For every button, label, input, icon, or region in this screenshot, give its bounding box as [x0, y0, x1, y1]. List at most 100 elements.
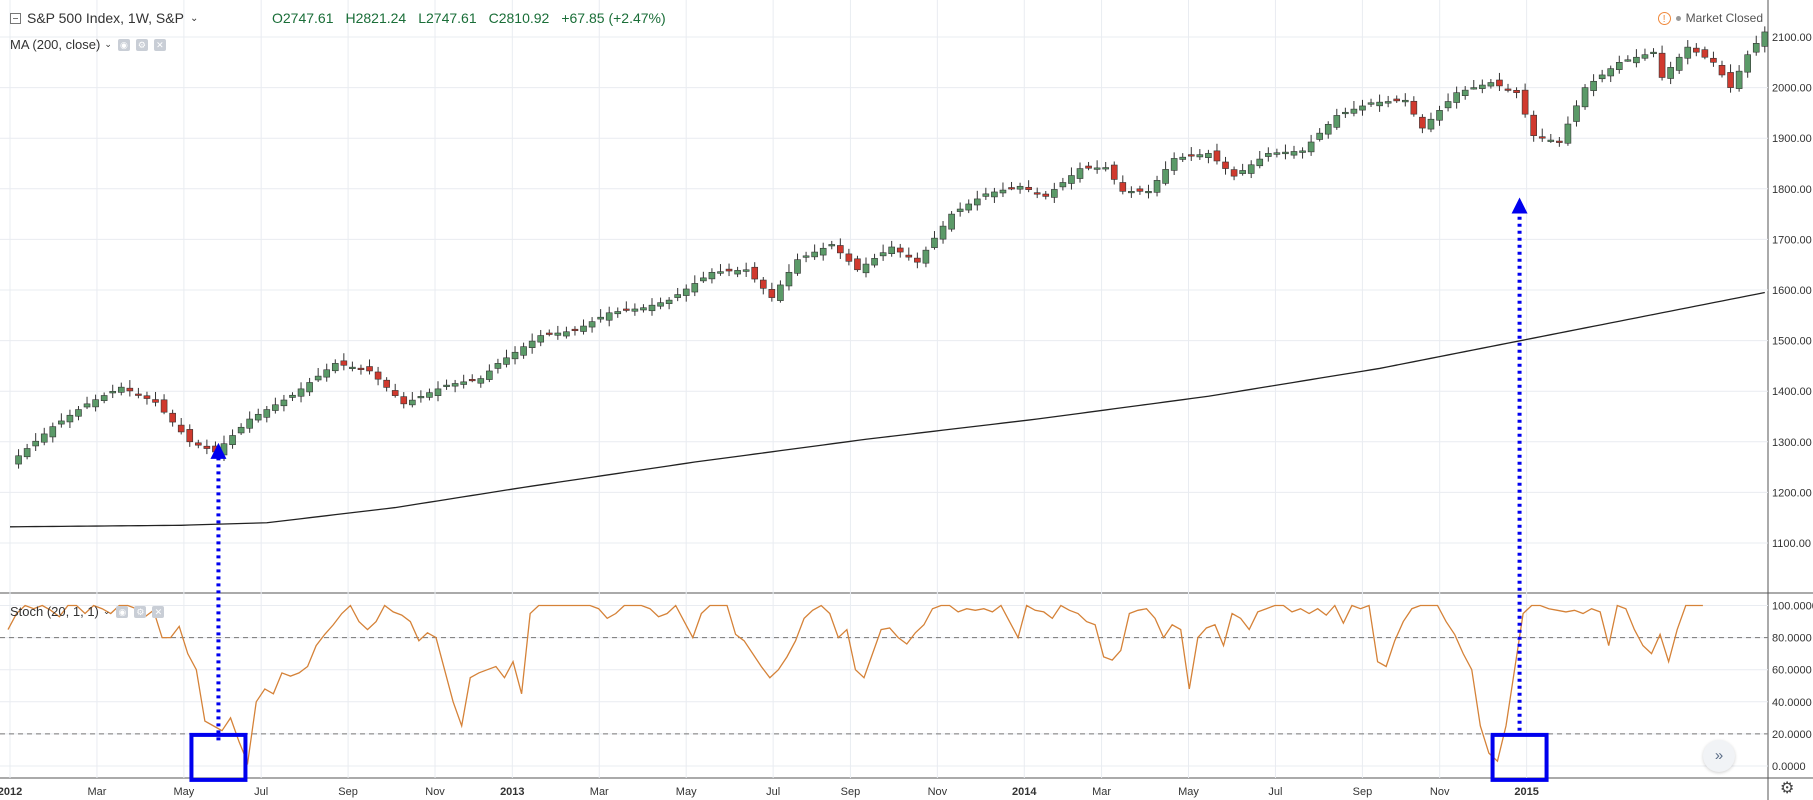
- candle-body: [1436, 110, 1443, 121]
- time-tick-label: Jul: [254, 786, 268, 798]
- gear-icon[interactable]: ⚙: [135, 38, 148, 51]
- candle-body: [434, 388, 442, 396]
- candle-body: [545, 332, 553, 335]
- candle-body: [1324, 123, 1332, 135]
- candle-body: [135, 393, 142, 396]
- ma-label[interactable]: MA (200, close): [10, 37, 101, 52]
- price-tick-label: 1500.00: [1772, 336, 1812, 348]
- candle-body: [83, 403, 91, 408]
- time-tick-label: 2014: [1012, 786, 1037, 798]
- candle-body: [58, 420, 65, 425]
- candle-body: [494, 363, 502, 369]
- candle-body: [982, 193, 990, 197]
- scroll-to-realtime-button[interactable]: »: [1703, 740, 1735, 772]
- price-tick-label: 1200.00: [1772, 487, 1812, 499]
- candle-body: [1658, 52, 1666, 78]
- candle-body: [999, 189, 1007, 194]
- stoch-tick-label: 40.0000: [1772, 697, 1812, 709]
- candle-body: [1256, 158, 1264, 167]
- candle-body: [280, 399, 288, 407]
- candle-body: [1008, 187, 1015, 190]
- gear-icon[interactable]: ⚙: [134, 605, 147, 618]
- candle-body: [1581, 87, 1589, 108]
- candle-body: [203, 445, 211, 449]
- chevron-down-icon[interactable]: ⌄: [104, 39, 112, 49]
- candle-body: [1273, 152, 1281, 155]
- candle-body: [1470, 87, 1478, 90]
- candle-body: [314, 375, 322, 381]
- candle-body: [691, 283, 699, 293]
- open-value: O2747.61: [272, 10, 334, 26]
- candle-body: [931, 237, 938, 248]
- candle-body: [195, 442, 202, 446]
- annotation-box: [189, 732, 248, 782]
- candle-body: [1718, 65, 1726, 76]
- candle-body: [1342, 111, 1349, 115]
- candle-body: [460, 381, 467, 385]
- candle-body: [1136, 188, 1144, 192]
- time-tick-label: Mar: [590, 786, 609, 798]
- candle-body: [366, 366, 373, 372]
- settings-icon[interactable]: ⚙: [1780, 780, 1795, 797]
- time-tick-label: Mar: [1092, 786, 1111, 798]
- candle-body: [1016, 185, 1024, 190]
- candle-body: [1265, 153, 1272, 157]
- candle-body: [1102, 167, 1109, 170]
- double-chevron-right-icon[interactable]: »: [1714, 747, 1724, 764]
- candle-body: [92, 399, 99, 408]
- candle-body: [383, 379, 390, 388]
- candle-body: [973, 198, 981, 206]
- stoch-label[interactable]: Stoch (20, 1, 1): [10, 604, 99, 619]
- candle-body: [991, 191, 998, 198]
- candle-body: [605, 312, 613, 321]
- candle-body: [1290, 151, 1298, 156]
- candle-body: [631, 308, 639, 312]
- eye-icon[interactable]: ◉: [117, 38, 130, 51]
- candle-body: [528, 340, 536, 348]
- candle-body: [1444, 101, 1452, 109]
- time-tick-label: Sep: [338, 786, 358, 798]
- candle-body: [845, 253, 853, 262]
- candle-body: [1419, 116, 1426, 129]
- time-tick-label: 2012: [0, 786, 22, 798]
- candle-body: [1042, 193, 1050, 197]
- time-tick-label: May: [676, 786, 697, 798]
- candle-body: [1153, 180, 1161, 193]
- close-icon[interactable]: ✕: [153, 38, 166, 51]
- symbol-label[interactable]: S&P 500 Index, 1W, S&P: [27, 10, 184, 26]
- candle-body: [15, 455, 22, 465]
- collapse-icon[interactable]: [10, 12, 21, 24]
- candle-body: [1735, 70, 1743, 89]
- candle-body: [391, 390, 399, 396]
- stoch-indicator-legend[interactable]: Stoch (20, 1, 1) ⌄ ◉ ⚙ ✕: [10, 604, 165, 619]
- candle-body: [1427, 118, 1435, 130]
- candle-body: [1641, 54, 1649, 59]
- candle-body: [75, 409, 82, 417]
- warning-icon[interactable]: !: [1657, 11, 1671, 25]
- price-tick-label: 1800.00: [1772, 184, 1812, 196]
- candle-body: [1393, 98, 1401, 102]
- symbol-header[interactable]: S&P 500 Index, 1W, S&P ⌄: [10, 10, 198, 26]
- close-icon[interactable]: ✕: [152, 605, 165, 618]
- eye-icon[interactable]: ◉: [116, 605, 129, 618]
- candle-body: [177, 424, 185, 433]
- stoch-tick-label: 0.0000: [1772, 761, 1806, 773]
- candle-body: [246, 418, 253, 429]
- candle-body: [1282, 151, 1289, 155]
- candle-body: [742, 269, 750, 272]
- candle-body: [811, 251, 818, 258]
- ma-indicator-legend[interactable]: MA (200, close) ⌄ ◉ ⚙ ✕: [10, 37, 166, 52]
- annotation-arrow-head: [210, 442, 227, 459]
- candle-body: [451, 383, 459, 387]
- candle-body: [888, 246, 895, 254]
- candle-body: [879, 252, 887, 257]
- stoch-tick-label: 80.0000: [1772, 633, 1812, 645]
- candle-body: [1744, 54, 1751, 73]
- chevron-down-icon[interactable]: ⌄: [102, 606, 111, 616]
- chevron-down-icon[interactable]: ⌄: [189, 12, 199, 24]
- candle-body: [340, 360, 348, 366]
- candle-body: [708, 271, 716, 280]
- candle-body: [1085, 165, 1092, 169]
- time-tick-label: Nov: [425, 786, 445, 798]
